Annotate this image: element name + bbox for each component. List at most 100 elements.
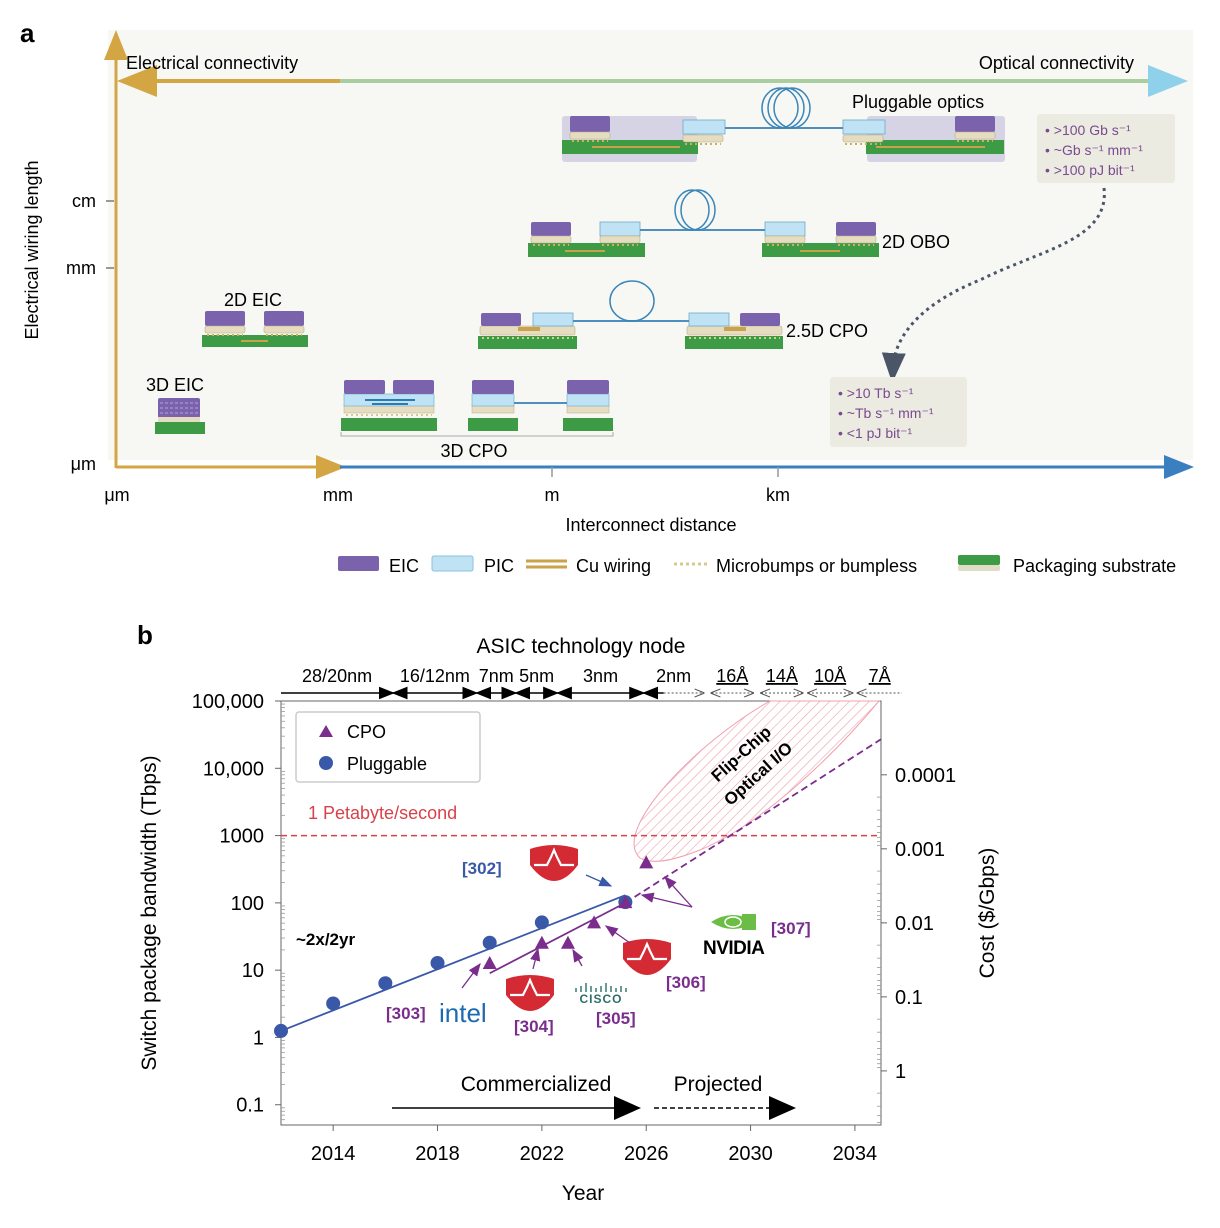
ref-307-annotation: NVIDIA [307]	[640, 876, 811, 959]
cpo-point	[534, 935, 549, 949]
reference-line-label: 1 Petabyte/second	[308, 803, 457, 823]
spec-top-line-2: • ~Gb s⁻¹ mm⁻¹	[1045, 142, 1143, 158]
legend-label-eic: EIC	[389, 556, 419, 576]
legend-swatch-substrate	[958, 555, 1000, 565]
spec-box-pluggable	[1037, 114, 1175, 183]
pluggable-point	[482, 935, 497, 950]
intel-logo: intel	[439, 998, 487, 1028]
spec-box-cpo	[830, 377, 967, 447]
tech-node: 14Å	[761, 666, 803, 693]
arch-pluggable-optics	[562, 87, 1005, 162]
tech-node: 16Å	[711, 666, 753, 693]
tech-node: 7nm	[475, 666, 518, 700]
chart-legend: CPO Pluggable	[295, 711, 481, 783]
ref-303-annotation: [303] intel	[386, 962, 487, 1028]
legend-label-cpo: CPO	[347, 722, 386, 742]
tech-node-label: 3nm	[583, 666, 618, 686]
ref-304-annotation: [304]	[504, 947, 556, 1036]
commercialized-label: Commercialized	[461, 1073, 612, 1096]
trend-line	[624, 738, 882, 904]
tech-node-label: 16/12nm	[400, 666, 470, 686]
spec-bottom-line-3: • <1 pJ bit⁻¹	[838, 425, 912, 441]
pluggable-point	[378, 976, 393, 991]
arch-2-5d-cpo	[478, 280, 783, 349]
tech-node: 2nm	[642, 666, 704, 700]
arch-2d-eic	[202, 311, 308, 347]
y2-tick-label: 1	[895, 1061, 906, 1083]
x-axis-title: Year	[562, 1182, 604, 1205]
tech-node: 16/12nm	[391, 666, 479, 700]
panel-b-label: b	[137, 620, 153, 650]
y-tick-label: 100	[231, 893, 264, 915]
y2-tick-label: 0.001	[895, 839, 945, 861]
growth-rate-annotation: ~2x/2yr	[296, 930, 355, 949]
cpo-point	[639, 855, 654, 869]
label-3d-eic: 3D EIC	[146, 375, 204, 395]
chart-title: ASIC technology node	[477, 635, 686, 658]
label-3d-cpo: 3D CPO	[440, 441, 507, 461]
trend-lines	[280, 738, 882, 1032]
y-tick-label: 10	[242, 960, 264, 982]
spec-top-line-1: • >100 Gb s⁻¹	[1045, 122, 1131, 138]
tech-node-row: 28/20nm 16/12nm 7nm 5nm 3nm 2nm 16Å 14Å 10Å 7Å	[281, 666, 902, 700]
tech-node: 7Å	[858, 666, 902, 693]
x-tick-label: 2022	[520, 1143, 565, 1165]
ref-307: [307]	[771, 919, 811, 938]
tech-node-label: 28/20nm	[302, 666, 372, 686]
arch-2d-obo	[528, 189, 879, 257]
legend-swatch-eic	[338, 556, 379, 571]
legend-label-pluggable: Pluggable	[347, 754, 427, 774]
x-tick-mm: mm	[323, 485, 353, 505]
data-points	[274, 855, 654, 1038]
pluggable-point	[534, 915, 549, 930]
y-tick-label: 100,000	[192, 691, 264, 713]
ref-304: [304]	[514, 1017, 554, 1036]
y-tick-label: 0.1	[236, 1095, 264, 1117]
ref-306: [306]	[666, 973, 706, 992]
tech-node-label: 5nm	[519, 666, 554, 686]
tech-node: 28/20nm	[281, 666, 395, 700]
ref-302: [302]	[462, 859, 502, 878]
cpo-point	[482, 955, 497, 969]
ref-305: [305]	[596, 1009, 636, 1028]
label-pluggable-optics: Pluggable optics	[852, 92, 984, 112]
legend-marker-pluggable	[319, 756, 333, 770]
x-tick-label: 2026	[624, 1143, 669, 1165]
legend-marker-cpo	[319, 725, 333, 737]
cpo-point	[618, 895, 633, 909]
optical-connectivity-label: Optical connectivity	[979, 53, 1134, 73]
x-tick-m: m	[545, 485, 560, 505]
flip-chip-optical-io-region: Flip-Chip Optical I/O	[633, 700, 881, 862]
tech-node-label: 10Å	[814, 666, 846, 686]
nvidia-logo: NVIDIA	[703, 938, 765, 959]
x-tick-um: μm	[104, 485, 129, 505]
y-axis-right: 0.0001 0.001 0.01 0.1 1	[877, 765, 956, 1124]
tech-node: 3nm	[555, 666, 646, 700]
x-tick-label: 2034	[833, 1143, 878, 1165]
x-tick-label: 2014	[311, 1143, 356, 1165]
arch-3d-cpo	[340, 380, 614, 437]
spec-bottom-line-1: • >10 Tb s⁻¹	[838, 385, 914, 401]
cpo-point	[587, 915, 602, 929]
y-tick-label: 1	[253, 1027, 264, 1049]
trend-line	[489, 902, 626, 975]
legend-label-pic: PIC	[484, 556, 514, 576]
panel-a-legend: EIC PIC Cu wiring Microbumps or bumpless…	[338, 555, 1176, 576]
y2-tick-label: 0.1	[895, 987, 923, 1009]
electrical-connectivity-label: Electrical connectivity	[126, 53, 298, 73]
legend-swatch-pic	[431, 555, 474, 572]
y-tick-label: 10,000	[203, 758, 264, 780]
trend-line	[280, 894, 626, 1032]
ref-305-annotation: CISCO [305]	[572, 948, 636, 1028]
cisco-logo-bars	[575, 983, 627, 992]
x-tick-label: 2030	[728, 1143, 773, 1165]
label-2d-obo: 2D OBO	[882, 232, 950, 252]
tech-node: 10Å	[808, 666, 852, 693]
arch-3d-eic	[155, 398, 205, 434]
spec-bottom-line-2: • ~Tb s⁻¹ mm⁻¹	[838, 405, 934, 421]
tech-node-label: 16Å	[716, 666, 748, 686]
y-tick-label: 1000	[220, 826, 265, 848]
y-axis-title: Switch package bandwidth (Tbps)	[138, 755, 161, 1070]
pluggable-point	[274, 1023, 288, 1038]
y-tick-mm: mm	[66, 258, 96, 278]
